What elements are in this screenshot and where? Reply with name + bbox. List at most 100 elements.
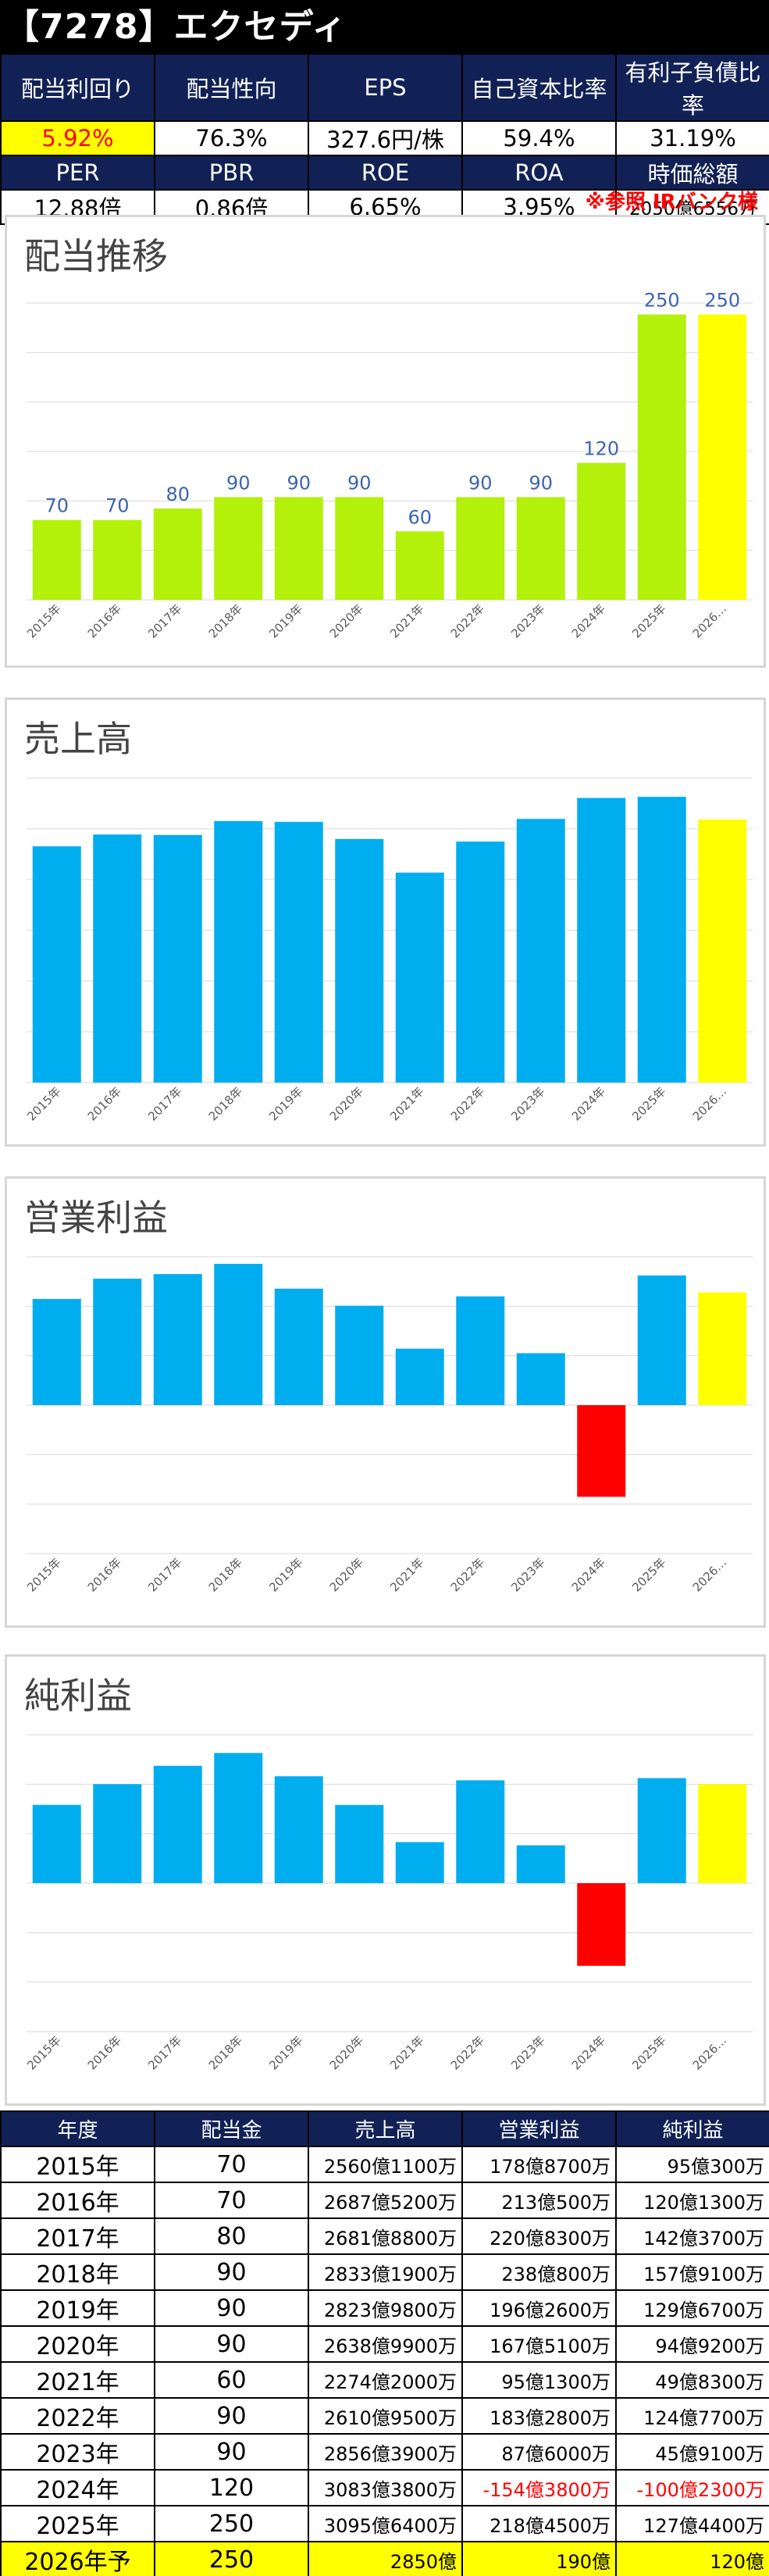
table-cell: 120億: [615, 2541, 769, 2576]
data-label: 70: [105, 495, 130, 517]
table-cell: 2687億5200万: [308, 2182, 463, 2219]
table-cell: -100億2300万: [615, 2469, 769, 2506]
bar-2026…: [698, 819, 747, 1083]
bar-2026…: [698, 1292, 747, 1405]
bar-2021年: [395, 1842, 444, 1883]
x-tick-label: 2016年: [85, 1555, 124, 1594]
bar-2017年: [153, 508, 202, 600]
bar-2026…: [698, 314, 747, 600]
table-cell: 250: [154, 2505, 309, 2542]
x-tick-label: 2018年: [206, 1084, 245, 1123]
table-cell: 45億9100万: [615, 2433, 769, 2471]
table-cell: 120億1300万: [615, 2182, 769, 2219]
x-tick-label: 2026…: [690, 601, 729, 640]
x-tick-label: 2019年: [266, 2033, 305, 2072]
table-cell: 90: [154, 2289, 309, 2327]
table-cell: 2025年: [0, 2505, 155, 2542]
page-title: 【7278】エクセディ: [0, 0, 769, 53]
data-label: 90: [287, 472, 311, 494]
data-label: 80: [166, 483, 190, 505]
bar-2019年: [274, 822, 323, 1083]
bar-2026…: [698, 1784, 747, 1883]
kpi-label-eps: EPS: [308, 53, 463, 122]
table-row: 2022年 90 2610億9500万 183億2800万 124億7700万: [0, 2397, 769, 2435]
x-tick-label: 2023年: [508, 1555, 547, 1594]
table-cell: 95億1300万: [461, 2361, 617, 2399]
table-cell: 2026年予: [0, 2541, 155, 2576]
x-tick-label: 2019年: [266, 1555, 305, 1594]
table-cell: 94億9200万: [615, 2325, 769, 2363]
dividend-chart-panel: 配当推移 70 2015年 70 2016年 80 2017年 90 2018年 90 2019年…: [5, 215, 766, 668]
x-tick-label: 2021年: [387, 1555, 426, 1594]
table-cell: 2018年: [0, 2253, 155, 2291]
bar-2023年: [516, 1353, 565, 1405]
bar-2016年: [93, 1279, 142, 1405]
table-cell: -154億3800万: [461, 2469, 617, 2506]
bar-2024年: [577, 1883, 626, 1966]
data-label: 90: [468, 472, 493, 494]
x-tick-label: 2022年: [448, 1555, 487, 1594]
dividend-chart: 70 2015年 70 2016年 80 2017年 90 2018年 90 2019年 90 202…: [24, 290, 753, 640]
table-cell: 80: [154, 2217, 309, 2255]
table-cell: 190億: [461, 2541, 617, 2576]
kpi-label-roe: ROE: [308, 155, 463, 191]
kpi-label-payout-ratio: 配当性向: [154, 53, 309, 122]
bar-2017年: [153, 1274, 202, 1405]
table-cell: 129億6700万: [615, 2289, 769, 2327]
kpi-label-debt-ratio: 有利子負債比率: [615, 53, 769, 122]
data-label: 90: [529, 472, 553, 494]
bar-2017年: [153, 1765, 202, 1883]
x-tick-label: 2019年: [266, 1084, 305, 1123]
bar-2018年: [214, 497, 263, 600]
history-header-cell: 売上高: [308, 2110, 463, 2147]
table-row: 2015年 70 2560億1100万 178億8700万 95億300万: [0, 2146, 769, 2183]
data-label: 60: [408, 506, 432, 528]
bar-2024年: [577, 1405, 626, 1497]
data-label: 90: [347, 472, 372, 494]
x-tick-label: 2017年: [145, 601, 184, 640]
bar-2015年: [32, 1804, 81, 1883]
table-row: 2020年 90 2638億9900万 167億5100万 94億9200万: [0, 2325, 769, 2363]
bar-2020年: [335, 497, 384, 600]
data-label: 120: [583, 438, 619, 460]
bar-2019年: [274, 497, 323, 600]
table-cell: 167億5100万: [461, 2325, 617, 2363]
table-row: 2018年 90 2833億1900万 238億800万 157億9100万: [0, 2253, 769, 2291]
x-tick-label: 2021年: [387, 1084, 426, 1123]
table-cell: 2850億: [308, 2541, 463, 2576]
table-cell: 250: [154, 2541, 309, 2576]
table-cell: 2019年: [0, 2289, 155, 2327]
history-header-cell: 配当金: [154, 2110, 309, 2147]
table-cell: 90: [154, 2253, 309, 2291]
table-cell: 2274億2000万: [308, 2361, 463, 2399]
bar-2025年: [637, 797, 686, 1083]
reference-note: ※参照 IRバンク様: [585, 191, 758, 214]
table-row: 2024年 120 3083億3800万 -154億3800万 -100億2300万: [0, 2469, 769, 2506]
kpi-label-market-cap: 時価総額: [615, 155, 769, 191]
table-cell: 95億300万: [615, 2146, 769, 2183]
table-cell: 3083億3800万: [308, 2469, 463, 2506]
table-row: 2019年 90 2823億9800万 196億2600万 129億6700万: [0, 2289, 769, 2327]
x-tick-label: 2025年: [629, 1084, 668, 1123]
operating-profit-chart: 2015年 2016年 2017年 2018年 2019年 2020年 2021年 2022年…: [24, 1256, 753, 1594]
x-tick-label: 2025年: [629, 2033, 668, 2072]
x-tick-label: 2023年: [508, 1084, 547, 1123]
table-cell: 238億800万: [461, 2253, 617, 2291]
x-tick-label: 2017年: [145, 2033, 184, 2072]
table-cell: 90: [154, 2433, 309, 2471]
bar-2016年: [93, 1784, 142, 1883]
bar-2020年: [335, 839, 384, 1083]
table-cell: 2610億9500万: [308, 2397, 463, 2435]
table-row: 2016年 70 2687億5200万 213億500万 120億1300万: [0, 2182, 769, 2219]
table-cell: 2560億1100万: [308, 2146, 463, 2183]
table-cell: 60: [154, 2361, 309, 2399]
kpi-value-equity-ratio: 59.4%: [461, 120, 617, 156]
table-cell: 2823億9800万: [308, 2289, 463, 2327]
x-tick-label: 2016年: [85, 1084, 124, 1123]
data-label: 90: [226, 472, 251, 494]
table-row: 2025年 250 3095億6400万 218億4500万 127億4400万: [0, 2505, 769, 2542]
bar-2022年: [456, 1780, 505, 1883]
table-cell: 2833億1900万: [308, 2253, 463, 2291]
x-tick-label: 2025年: [629, 601, 668, 640]
bar-2016年: [93, 519, 142, 600]
